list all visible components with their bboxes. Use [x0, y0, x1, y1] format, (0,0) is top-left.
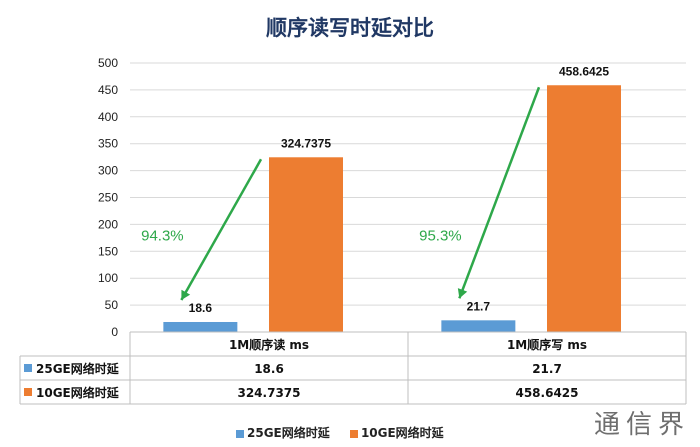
y-tick-label: 250: [98, 191, 118, 205]
annotation-arrow-1: [458, 86, 541, 299]
table-legend-key-0: [24, 364, 32, 372]
table-header-category: 1M顺序读 ms: [229, 337, 309, 352]
annotation-percent-0: 94.3%: [141, 228, 184, 245]
annotation-arrowhead-1: [457, 288, 468, 299]
y-tick-label: 350: [98, 137, 118, 151]
y-tick-label: 50: [105, 298, 119, 312]
legend-swatch-25ge: [236, 429, 244, 438]
bar-0-0: [163, 321, 238, 332]
y-tick-label: 300: [98, 164, 118, 178]
y-tick-label: 100: [98, 271, 118, 285]
y-tick-label: 150: [98, 244, 118, 258]
table-cell-value: 18.6: [254, 362, 284, 376]
table-series-name: 10GE网络时延: [36, 385, 120, 400]
chart-title: 顺序读写时延对比: [266, 16, 434, 40]
table-cell-value: 21.7: [532, 362, 562, 376]
bar-1-0: [269, 157, 343, 332]
legend-swatch-10ge: [349, 429, 358, 438]
table-legend-key-1: [24, 388, 32, 396]
y-tick-label: 400: [98, 110, 118, 124]
y-tick-label: 500: [98, 56, 118, 70]
bar-0-1: [441, 320, 516, 332]
y-tick-label: 200: [98, 217, 118, 231]
legend-label-10ge: 10GE网络时延: [360, 426, 444, 440]
annotation-arrow-0: [180, 158, 263, 301]
annotation-arrowhead-0: [181, 289, 191, 300]
table-cell-value: 458.6425: [515, 386, 578, 400]
data-label: 18.6: [189, 301, 213, 315]
legend: 25GE网络时延 10GE网络时延: [236, 424, 460, 441]
data-label: 21.7: [467, 299, 491, 313]
legend-item-10ge: 10GE网络时延: [349, 424, 444, 441]
data-label: 324.7375: [281, 136, 331, 150]
y-tick-label: 450: [98, 83, 118, 97]
annotation-percent-1: 95.3%: [419, 228, 462, 245]
bar-1-1: [547, 85, 621, 332]
table-header-category: 1M顺序写 ms: [507, 337, 587, 352]
data-label: 458.6425: [559, 64, 609, 78]
table-series-name: 25GE网络时延: [36, 361, 120, 376]
table-cell-value: 324.7375: [237, 386, 300, 400]
legend-label-25ge: 25GE网络时延: [247, 426, 330, 440]
watermark: 通信界: [593, 410, 690, 440]
y-tick-label: 0: [111, 325, 118, 339]
legend-item-25ge: 25GE网络时延: [236, 424, 330, 441]
